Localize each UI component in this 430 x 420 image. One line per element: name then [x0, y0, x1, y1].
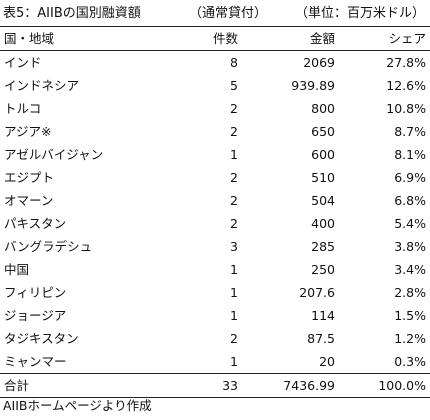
cell-share: 6.9% — [394, 170, 426, 185]
table-title: 表5：AIIBの国別融資額 — [3, 6, 141, 21]
unit-label: （単位：百万米ドル） — [295, 6, 426, 21]
cell-count: 1 — [230, 147, 238, 162]
cell-country: バングラデシュ — [4, 239, 93, 254]
cell-share: 0.3% — [394, 354, 426, 369]
cell-share: 12.6% — [386, 78, 426, 93]
cell-count: 5 — [230, 78, 238, 93]
cell-amount: 800 — [311, 101, 335, 116]
cell-count: 2 — [230, 124, 238, 139]
cell-share: 8.7% — [394, 124, 426, 139]
cell-amount: 87.5 — [307, 331, 335, 346]
cell-amount: 600 — [311, 147, 335, 162]
cell-amount: 285 — [311, 239, 335, 254]
cell-share: 27.8% — [386, 55, 426, 70]
cell-count: 3 — [230, 239, 238, 254]
table-row: オマーン 2 504 6.8% — [0, 189, 430, 212]
total-count: 33 — [222, 378, 238, 393]
table-row: ジョージア 1 114 1.5% — [0, 304, 430, 327]
table-row: アジア※ 2 650 8.7% — [0, 120, 430, 143]
cell-count: 2 — [230, 101, 238, 116]
table-row: ミャンマー 1 20 0.3% — [0, 350, 430, 374]
table-row: 中国 1 250 3.4% — [0, 258, 430, 281]
table-caption: 表5：AIIBの国別融資額 （通常貸付） （単位：百万米ドル） — [3, 3, 427, 25]
cell-count: 1 — [230, 285, 238, 300]
cell-share: 1.5% — [394, 308, 426, 323]
total-label: 合計 — [4, 378, 30, 393]
loan-type-label: （通常貸付） — [189, 6, 268, 21]
cell-country: エジプト — [4, 170, 55, 185]
table-row: アゼルバイジャン 1 600 8.1% — [0, 143, 430, 166]
cell-count: 1 — [230, 308, 238, 323]
table-row: インド 8 2069 27.8% — [0, 51, 430, 75]
cell-share: 2.8% — [394, 285, 426, 300]
cell-count: 8 — [230, 55, 238, 70]
cell-country: 中国 — [4, 262, 30, 277]
cell-share: 8.1% — [394, 147, 426, 162]
table-row: バングラデシュ 3 285 3.8% — [0, 235, 430, 258]
cell-country: オマーン — [4, 193, 54, 208]
cell-count: 2 — [230, 170, 238, 185]
table-row: パキスタン 2 400 5.4% — [0, 212, 430, 235]
cell-amount: 2069 — [303, 55, 335, 70]
cell-country: タジキスタン — [4, 331, 79, 346]
cell-amount: 939.89 — [291, 78, 335, 93]
cell-share: 3.4% — [394, 262, 426, 277]
cell-share: 3.8% — [394, 239, 426, 254]
table-row: インドネシア 5 939.89 12.6% — [0, 74, 430, 97]
cell-count: 2 — [230, 331, 238, 346]
header-share: シェア — [388, 31, 426, 46]
table-row: エジプト 2 510 6.9% — [0, 166, 430, 189]
cell-amount: 504 — [311, 193, 335, 208]
cell-share: 6.8% — [394, 193, 426, 208]
cell-count: 1 — [230, 262, 238, 277]
cell-share: 1.2% — [394, 331, 426, 346]
cell-country: パキスタン — [4, 216, 67, 231]
total-row: 合計 33 7436.99 100.0% — [0, 373, 430, 398]
header-count: 件数 — [212, 31, 238, 46]
cell-country: トルコ — [4, 101, 42, 116]
cell-country: アジア※ — [4, 124, 52, 139]
cell-country: インドネシア — [4, 78, 80, 93]
cell-amount: 650 — [311, 124, 335, 139]
table-row: タジキスタン 2 87.5 1.2% — [0, 327, 430, 350]
cell-share: 5.4% — [394, 216, 426, 231]
header-country: 国・地域 — [4, 31, 55, 46]
cell-country: フィリピン — [4, 285, 67, 300]
cell-share: 10.8% — [386, 101, 426, 116]
cell-amount: 207.6 — [299, 285, 335, 300]
loan-table: 国・地域 件数 金額 シェア インド 8 2069 27.8% インドネシア 5… — [0, 26, 430, 398]
table-row: トルコ 2 800 10.8% — [0, 97, 430, 120]
header-amount: 金額 — [309, 31, 335, 46]
cell-count: 2 — [230, 216, 238, 231]
cell-count: 2 — [230, 193, 238, 208]
total-amount: 7436.99 — [283, 378, 335, 393]
cell-amount: 114 — [311, 308, 335, 323]
cell-amount: 510 — [311, 170, 335, 185]
cell-country: ミャンマー — [4, 354, 67, 369]
total-share: 100.0% — [378, 378, 426, 393]
table-row: フィリピン 1 207.6 2.8% — [0, 281, 430, 304]
header-row: 国・地域 件数 金額 シェア — [0, 26, 430, 51]
cell-amount: 250 — [311, 262, 335, 277]
cell-country: ジョージア — [4, 308, 67, 323]
cell-amount: 20 — [319, 354, 335, 369]
cell-count: 1 — [230, 354, 238, 369]
cell-country: アゼルバイジャン — [4, 147, 104, 162]
cell-amount: 400 — [311, 216, 335, 231]
cell-country: インド — [4, 55, 42, 70]
source-note: AIIBホームページより作成 — [3, 398, 152, 413]
